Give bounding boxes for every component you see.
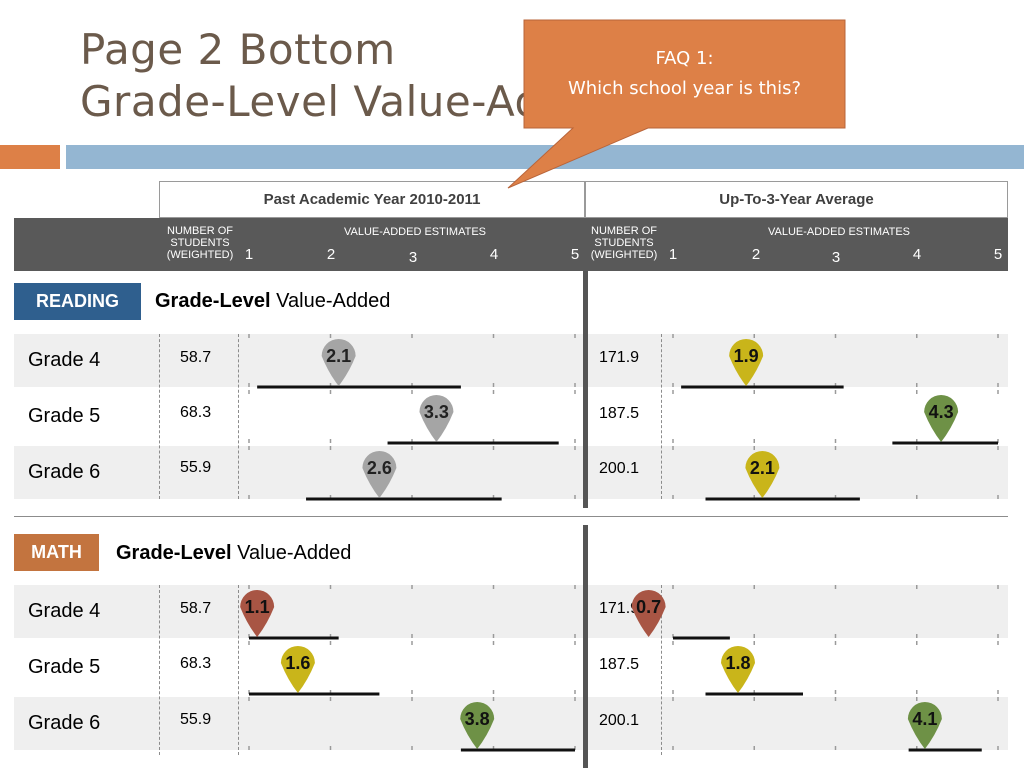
- math-section-title: Grade-Level Value-Added: [116, 542, 352, 564]
- dashed-separator: [238, 585, 239, 755]
- dashed-separator: [661, 334, 662, 499]
- students-count: 171.9: [599, 600, 640, 617]
- dashed-separator: [661, 585, 662, 755]
- tick-label-past-4: 4: [489, 246, 499, 263]
- students-count: 58.7: [180, 600, 212, 617]
- row-label-math-grade-4: Grade 4: [28, 600, 101, 622]
- faq-callout-text: FAQ 1: Which school year is this?: [524, 44, 845, 104]
- students-count: 187.5: [599, 405, 640, 422]
- dashed-separator: [159, 334, 160, 499]
- tick-label-avg-3: 3: [831, 249, 841, 266]
- students-count: 68.3: [180, 404, 212, 421]
- tick-label-avg-2: 2: [751, 246, 761, 263]
- students-count: 187.5: [599, 656, 640, 673]
- tick-label-past-3: 3: [408, 249, 418, 266]
- students-count: 58.7: [180, 349, 212, 366]
- dashed-separator: [238, 334, 239, 499]
- table-row: [14, 390, 1008, 443]
- column-header-past-year: Past Academic Year 2010-2011: [159, 181, 585, 218]
- tick-label-avg-5: 5: [993, 246, 1003, 263]
- tick-label-past-1: 1: [244, 246, 254, 263]
- row-label-math-grade-5: Grade 5: [28, 656, 101, 678]
- panel-divider: [583, 525, 588, 768]
- tick-label-past-5: 5: [570, 246, 580, 263]
- row-label-math-grade-6: Grade 6: [28, 712, 101, 734]
- column-header-average: Up-To-3-Year Average: [585, 181, 1008, 218]
- table-row: [14, 446, 1008, 499]
- estimates-header-band: [14, 218, 1008, 271]
- estimates-header-past: VALUE-ADDED ESTIMATES: [343, 226, 486, 238]
- tick-label-avg-4: 4: [912, 246, 922, 263]
- students-count: 68.3: [180, 655, 212, 672]
- row-label-reading-grade-6: Grade 6: [28, 461, 101, 483]
- decorative-blue-bar: [66, 145, 1024, 169]
- students-count: 200.1: [599, 460, 640, 477]
- section-divider: [14, 516, 1008, 517]
- students-count: 171.9: [599, 349, 640, 366]
- table-row: [14, 334, 1008, 387]
- faq-question: Which school year is this?: [567, 78, 802, 99]
- tick-label-past-2: 2: [326, 246, 336, 263]
- students-count: 200.1: [599, 712, 640, 729]
- title-line-1: Page 2 Bottom: [80, 25, 396, 74]
- dashed-separator: [159, 585, 160, 755]
- reading-section-title: Grade-Level Value-Added: [155, 290, 391, 312]
- tick-label-avg-1: 1: [668, 246, 678, 263]
- students-count: 55.9: [180, 459, 212, 476]
- table-row: [14, 697, 1008, 750]
- estimates-header-average: VALUE-ADDED ESTIMATES: [767, 226, 910, 238]
- decorative-orange-bar: [0, 145, 60, 169]
- reading-section-tag: READING: [14, 283, 141, 320]
- students-header-past: NUMBER OF STUDENTS (WEIGHTED): [166, 225, 234, 261]
- faq-label: FAQ 1:: [655, 48, 714, 69]
- math-section-tag: MATH: [14, 534, 99, 571]
- students-count: 55.9: [180, 711, 212, 728]
- panel-divider: [583, 271, 588, 508]
- students-header-average: NUMBER OF STUDENTS (WEIGHTED): [590, 225, 658, 261]
- table-row: [14, 641, 1008, 694]
- row-label-reading-grade-4: Grade 4: [28, 349, 101, 371]
- row-label-reading-grade-5: Grade 5: [28, 405, 101, 427]
- table-row: [14, 585, 1008, 638]
